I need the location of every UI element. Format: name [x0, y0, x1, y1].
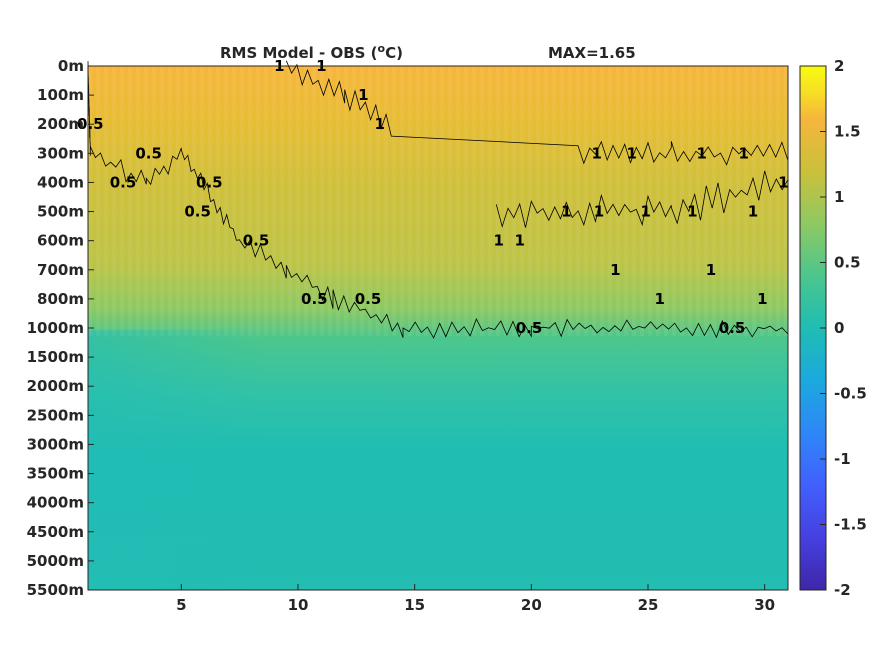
- x-tick-label: 5: [176, 596, 186, 614]
- y-tick-label: 2000m: [27, 377, 84, 395]
- contour-label: 0.5: [217, 0, 244, 4]
- colorbar-tick-label: -0.5: [834, 385, 867, 403]
- contour-label: 0.5: [301, 290, 328, 308]
- contour-label: 1: [687, 203, 697, 221]
- contour-label: 1: [514, 232, 524, 250]
- contour-label: 1: [654, 290, 664, 308]
- y-tick-label: 200m: [37, 115, 84, 133]
- contour-label: 1: [358, 86, 368, 104]
- y-tick-label: 1500m: [27, 348, 84, 366]
- x-tick-label: 30: [754, 596, 775, 614]
- x-axis: 5 10 15 20 25 30: [176, 584, 775, 614]
- y-tick-label: 3500m: [27, 465, 84, 483]
- y-tick-label: 400m: [37, 173, 84, 191]
- y-tick-label: 700m: [37, 261, 84, 279]
- y-tick-label: 4500m: [27, 523, 84, 541]
- x-tick-label: 10: [288, 596, 309, 614]
- colorbar: 2 1.5 1 0.5 0 -0.5 -1 -1.5 -2: [799, 57, 867, 599]
- colorbar-tick-label: 1.5: [834, 123, 861, 141]
- y-tick-label: 100m: [37, 86, 84, 104]
- contour-label: 1: [444, 0, 454, 4]
- contour-label: 0.5: [184, 203, 211, 221]
- contour-label: 1: [748, 203, 758, 221]
- colorbar-tick-label: 2: [834, 57, 844, 75]
- x-tick-label: 15: [404, 596, 425, 614]
- contour-label: 1: [778, 173, 788, 191]
- y-tick-label: 500m: [37, 203, 84, 221]
- contour-label: 0.5: [355, 290, 382, 308]
- contour-label: 0.5: [719, 319, 746, 337]
- contour-line: [285, 60, 789, 166]
- max-value-label: MAX=1.65: [548, 44, 636, 62]
- contour-label: 0.5: [243, 232, 270, 250]
- contour-label: 1: [696, 144, 706, 162]
- contour-line: [87, 61, 789, 339]
- y-tick-label: 0m: [58, 57, 84, 75]
- contour-label: 1: [610, 261, 620, 279]
- contour-label: 1: [561, 203, 571, 221]
- contour-label: 1: [757, 290, 767, 308]
- contour-label: 1: [547, 0, 557, 4]
- colorbar-tick-label: 0.5: [834, 254, 861, 272]
- colorbar-tick-label: 0: [834, 319, 844, 337]
- contour-line: [495, 170, 789, 228]
- contour-label: 0.5: [166, 0, 193, 4]
- heatmap-left-shade: [88, 330, 788, 590]
- contour-label: 1: [591, 144, 601, 162]
- x-tick-label: 20: [521, 596, 542, 614]
- contour-label: 1: [640, 203, 650, 221]
- colorbar-tick-label: -2: [834, 581, 851, 599]
- contour-labels: 0.50.50.50.50.50.50.50.50.50.50.50.50.51…: [77, 0, 789, 337]
- contour-label: 0.5: [110, 173, 137, 191]
- contour-lines: [87, 60, 789, 339]
- contour-label: 0.5: [196, 173, 223, 191]
- y-tick-label: 3000m: [27, 435, 84, 453]
- contour-label: 1: [374, 115, 384, 133]
- y-tick-label: 600m: [37, 232, 84, 250]
- contour-label: 1: [526, 0, 536, 4]
- x-tick-label: 25: [638, 596, 659, 614]
- colorbar-tick-label: -1: [834, 450, 851, 468]
- y-tick-label: 5000m: [27, 552, 84, 570]
- contour-label: 1: [626, 144, 636, 162]
- contour-label: 0.5: [135, 144, 162, 162]
- contour-label: 1: [738, 144, 748, 162]
- contour-label: 0.5: [268, 0, 295, 4]
- contour-label: 1: [594, 203, 604, 221]
- y-tick-label: 1000m: [27, 319, 84, 337]
- y-tick-label: 2500m: [27, 406, 84, 424]
- y-tick-label: 300m: [37, 144, 84, 162]
- contour-label: 0.5: [516, 319, 543, 337]
- y-tick-label: 5500m: [27, 581, 84, 599]
- y-tick-label: 4000m: [27, 494, 84, 512]
- colorbar-ticks: 2 1.5 1 0.5 0 -0.5 -1 -1.5 -2: [820, 57, 867, 599]
- chart-title: RMS Model - OBS (oC): [220, 42, 403, 63]
- y-tick-label: 800m: [37, 290, 84, 308]
- contour-label: 1: [706, 261, 716, 279]
- contour-label: 1: [493, 232, 503, 250]
- colorbar-tick-label: 1: [834, 188, 844, 206]
- heatmap-stripes: [88, 66, 788, 336]
- contour-label: 1: [661, 0, 671, 4]
- y-axis: 0m 100m 200m 300m 400m 500m 600m 700m 800m 1000m 1…: [27, 57, 94, 599]
- plot-area: 0.50.50.50.50.50.50.50.50.50.50.50.50.51…: [77, 0, 789, 591]
- colorbar-tick-label: -1.5: [834, 516, 867, 534]
